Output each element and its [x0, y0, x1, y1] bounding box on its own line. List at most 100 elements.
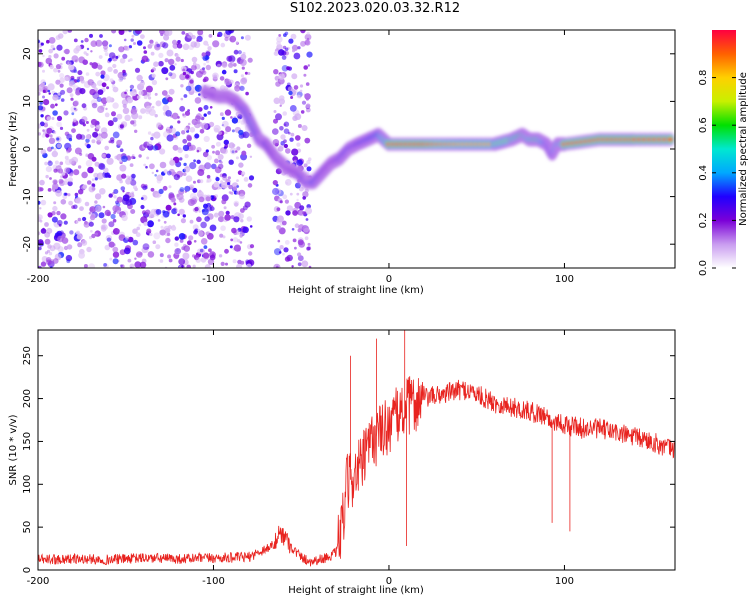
noise-dot	[246, 216, 252, 222]
noise-dot	[143, 221, 148, 226]
noise-dot	[123, 247, 131, 255]
noise-dot	[305, 218, 309, 221]
noise-dot	[307, 64, 310, 67]
noise-dot	[86, 47, 90, 51]
noise-dot	[136, 95, 141, 99]
noise-dot	[299, 89, 303, 93]
noise-dot	[182, 113, 185, 116]
noise-dot	[39, 121, 45, 127]
noise-dot	[304, 236, 309, 241]
noise-dot	[115, 55, 119, 59]
noise-dot	[108, 241, 115, 248]
noise-dot	[278, 49, 285, 56]
noise-dot	[52, 205, 58, 212]
noise-dot	[159, 253, 164, 258]
noise-dot	[92, 131, 99, 138]
noise-dot	[105, 107, 108, 111]
noise-dot	[202, 67, 205, 71]
noise-dot	[40, 82, 45, 88]
noise-dot	[54, 103, 58, 107]
noise-dot	[304, 33, 312, 41]
noise-dot	[230, 116, 233, 119]
noise-dot	[97, 89, 104, 95]
x-tick-label: -100	[202, 576, 225, 587]
noise-dot	[172, 224, 176, 228]
noise-dot	[66, 244, 73, 250]
noise-dot	[129, 263, 135, 268]
noise-dot	[201, 208, 209, 216]
noise-dot	[286, 205, 293, 212]
noise-dot	[59, 230, 64, 235]
noise-dot	[283, 121, 290, 127]
noise-dot	[306, 246, 311, 251]
x-tick-label: 100	[555, 576, 574, 587]
noise-dot	[174, 63, 177, 66]
noise-dot	[181, 198, 185, 202]
noise-dot	[127, 258, 132, 263]
noise-dot	[100, 74, 105, 79]
noise-dot	[128, 30, 132, 33]
noise-dot	[224, 248, 229, 254]
noise-dot	[240, 77, 248, 85]
noise-dot	[306, 160, 311, 165]
noise-dot	[169, 159, 176, 166]
noise-dot	[166, 232, 171, 237]
noise-dot	[233, 82, 240, 89]
noise-dot	[46, 227, 53, 234]
noise-dot	[57, 69, 61, 73]
noise-dot	[220, 180, 224, 184]
noise-dot	[85, 121, 89, 124]
noise-dot	[276, 207, 281, 212]
noise-dot	[134, 261, 142, 268]
noise-dot	[190, 70, 194, 75]
noise-dot	[165, 237, 171, 244]
noise-dot	[51, 146, 54, 150]
noise-dot	[71, 128, 76, 134]
noise-dot	[47, 146, 53, 152]
noise-dot	[204, 264, 211, 268]
noise-dot	[239, 241, 243, 244]
noise-dot	[182, 214, 186, 218]
noise-dot	[306, 51, 313, 58]
noise-dot	[107, 120, 114, 127]
noise-dot	[194, 206, 199, 212]
noise-dot	[189, 162, 197, 170]
noise-dot	[68, 137, 73, 142]
noise-dot	[86, 144, 91, 149]
noise-dot	[286, 66, 290, 71]
noise-dot	[94, 200, 98, 204]
noise-dot	[74, 59, 78, 63]
noise-dot	[294, 223, 300, 228]
noise-dot	[140, 108, 146, 114]
noise-dot	[306, 204, 312, 209]
noise-dot	[98, 55, 103, 59]
noise-dot	[143, 50, 148, 54]
noise-dot	[225, 126, 232, 133]
noise-dot	[233, 200, 240, 207]
noise-dot	[44, 238, 51, 245]
noise-dot	[42, 69, 45, 73]
noise-dot	[89, 88, 96, 96]
noise-dot	[68, 200, 73, 206]
noise-dot	[155, 244, 161, 250]
noise-dot	[197, 30, 204, 36]
noise-dot	[82, 59, 88, 65]
noise-dot	[60, 199, 67, 205]
noise-dot	[231, 227, 237, 234]
noise-dot	[223, 206, 227, 210]
noise-dot	[39, 219, 43, 223]
noise-dot	[154, 92, 158, 96]
noise-dot	[219, 233, 224, 238]
noise-dot	[90, 99, 98, 106]
noise-dot	[228, 30, 235, 34]
noise-dot	[93, 204, 97, 208]
noise-dot	[150, 187, 155, 192]
noise-dot	[84, 37, 89, 43]
noise-dot	[240, 120, 245, 125]
noise-dot	[284, 256, 291, 262]
noise-dot	[300, 30, 306, 34]
noise-dot	[38, 88, 43, 93]
noise-dot	[188, 235, 194, 241]
noise-dot	[103, 44, 108, 50]
noise-dot	[104, 145, 109, 151]
